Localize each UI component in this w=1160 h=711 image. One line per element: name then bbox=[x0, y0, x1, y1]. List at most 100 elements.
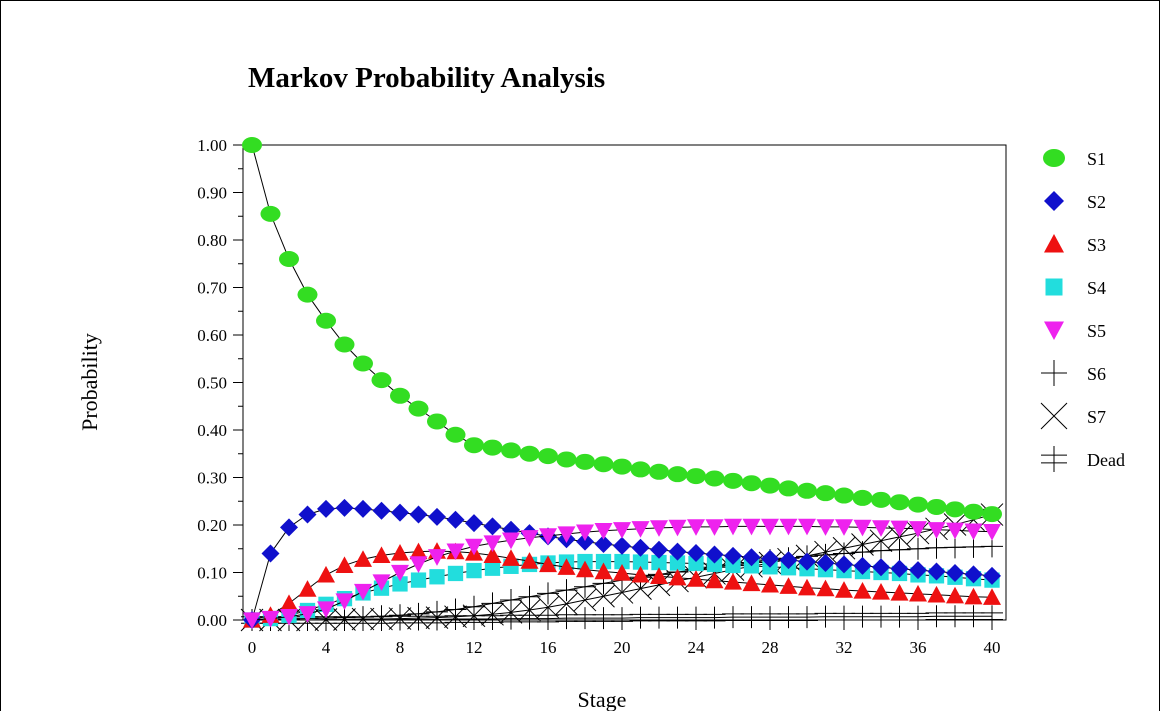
data-point bbox=[446, 510, 465, 529]
data-point bbox=[649, 463, 669, 480]
data-point bbox=[354, 583, 372, 601]
data-point bbox=[593, 456, 614, 473]
data-point bbox=[706, 556, 723, 573]
data-point bbox=[631, 521, 650, 538]
data-point bbox=[555, 592, 578, 616]
y-tick-label: 0.30 bbox=[197, 469, 227, 488]
legend-marker bbox=[1045, 278, 1063, 296]
data-point bbox=[983, 588, 1001, 605]
data-point bbox=[354, 550, 372, 567]
data-point bbox=[724, 546, 742, 565]
data-point bbox=[796, 606, 818, 629]
data-point bbox=[705, 545, 724, 564]
data-point bbox=[279, 251, 299, 267]
series-layer bbox=[240, 137, 1004, 632]
data-point bbox=[610, 581, 634, 604]
data-point bbox=[945, 501, 965, 518]
data-point bbox=[742, 548, 761, 567]
data-point bbox=[890, 520, 909, 538]
legend-marker bbox=[1043, 149, 1065, 167]
data-point bbox=[445, 426, 466, 443]
data-point bbox=[595, 553, 612, 570]
data-point bbox=[963, 503, 984, 520]
data-point bbox=[870, 539, 892, 562]
data-point bbox=[704, 470, 725, 487]
x-axis-label: Stage bbox=[578, 687, 627, 711]
data-point bbox=[816, 579, 835, 597]
data-point bbox=[594, 523, 613, 540]
data-point bbox=[280, 609, 298, 626]
data-point bbox=[317, 499, 335, 518]
data-point bbox=[392, 576, 408, 592]
data-point bbox=[555, 607, 578, 630]
data-point bbox=[334, 336, 355, 353]
data-point bbox=[666, 606, 689, 629]
data-point bbox=[835, 555, 853, 574]
x-tick-label: 12 bbox=[466, 638, 483, 657]
data-point bbox=[927, 585, 946, 603]
data-point bbox=[243, 612, 261, 629]
data-point bbox=[518, 598, 541, 622]
legend-marker bbox=[1040, 402, 1068, 430]
y-tick-label: 0.60 bbox=[197, 326, 227, 345]
data-point bbox=[409, 505, 428, 524]
data-point bbox=[964, 587, 983, 605]
data-point bbox=[907, 537, 929, 560]
data-point bbox=[484, 560, 501, 576]
data-point bbox=[556, 451, 577, 468]
x-tick-label: 40 bbox=[984, 638, 1001, 657]
data-point bbox=[703, 606, 726, 629]
data-point bbox=[427, 413, 447, 430]
data-point bbox=[500, 589, 522, 612]
data-point bbox=[574, 575, 596, 598]
data-point bbox=[871, 491, 891, 508]
data-point bbox=[444, 598, 467, 621]
data-point bbox=[761, 549, 779, 568]
data-point bbox=[391, 564, 409, 582]
data-point bbox=[742, 574, 761, 592]
data-point bbox=[537, 582, 559, 605]
x-tick-label: 0 bbox=[248, 638, 257, 657]
legend-label: Dead bbox=[1087, 450, 1125, 470]
data-point bbox=[632, 554, 649, 570]
data-point bbox=[798, 552, 816, 571]
data-point bbox=[409, 556, 428, 573]
legend-label: S4 bbox=[1087, 278, 1106, 298]
data-point bbox=[759, 606, 781, 629]
data-point bbox=[687, 544, 705, 563]
legend-label: S2 bbox=[1087, 192, 1106, 212]
data-point bbox=[944, 605, 966, 628]
x-tick-label: 4 bbox=[322, 638, 331, 657]
data-point bbox=[335, 593, 354, 610]
data-point bbox=[518, 585, 541, 608]
data-point bbox=[297, 286, 318, 303]
data-point bbox=[946, 586, 964, 604]
data-point bbox=[983, 566, 1001, 585]
data-point bbox=[705, 519, 724, 536]
data-point bbox=[668, 542, 687, 561]
legend-label: S5 bbox=[1087, 321, 1106, 341]
data-point bbox=[538, 448, 558, 465]
data-point bbox=[372, 546, 391, 564]
chart-title: Markov Probability Analysis bbox=[248, 62, 605, 94]
data-point bbox=[798, 518, 816, 536]
legend-item-s7: S7 bbox=[1040, 402, 1106, 430]
y-tick-label: 0.70 bbox=[197, 279, 227, 298]
data-point bbox=[648, 606, 670, 629]
data-point bbox=[760, 477, 780, 494]
data-point bbox=[372, 501, 391, 520]
legend-item-s3: S3 bbox=[1044, 234, 1106, 255]
data-point bbox=[611, 607, 633, 630]
data-point bbox=[686, 468, 706, 485]
data-point bbox=[668, 519, 687, 537]
data-point bbox=[872, 520, 890, 537]
data-point bbox=[407, 602, 430, 625]
data-point bbox=[890, 559, 909, 578]
data-point bbox=[576, 532, 594, 551]
data-point bbox=[410, 572, 427, 588]
data-point bbox=[316, 312, 336, 329]
data-point bbox=[909, 561, 927, 580]
data-point bbox=[353, 355, 373, 372]
data-point bbox=[946, 522, 964, 540]
